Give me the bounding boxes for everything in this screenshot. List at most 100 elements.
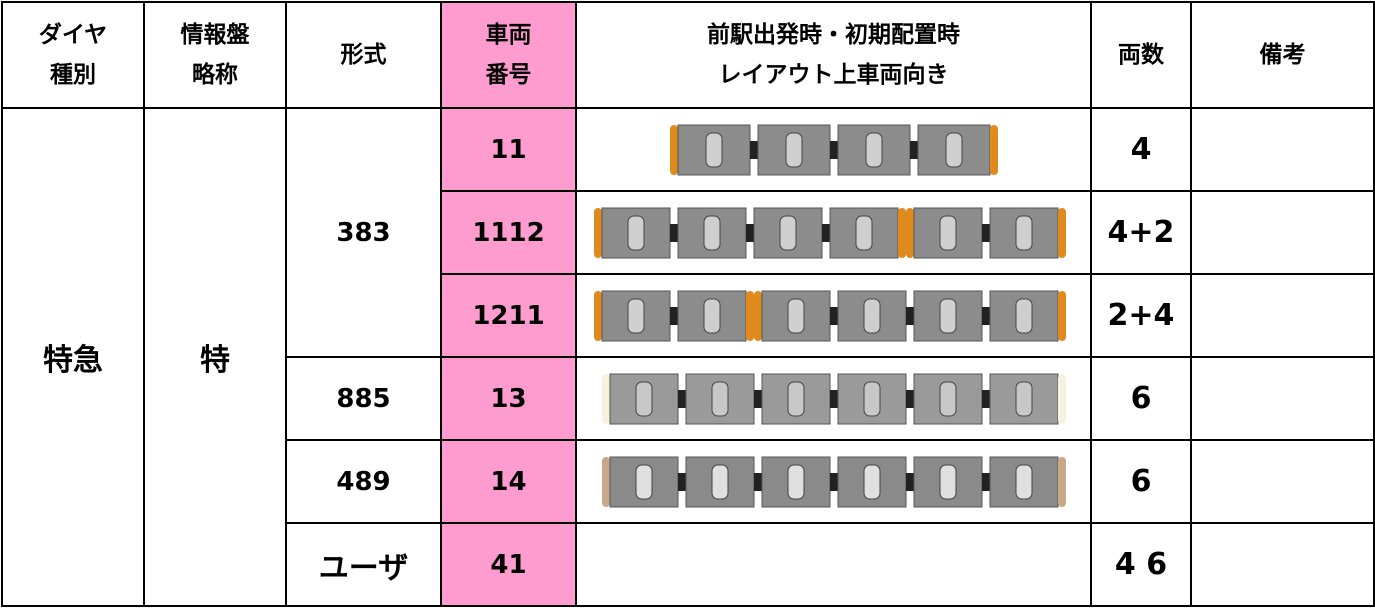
row: 1211 2+4 xyxy=(2,273,1375,358)
layout-image xyxy=(575,522,1092,607)
car-window xyxy=(705,132,722,167)
model: ユーザ xyxy=(285,522,442,607)
car-window xyxy=(703,298,720,333)
car-window xyxy=(627,215,644,250)
car-window xyxy=(787,298,804,333)
coupler xyxy=(905,389,914,408)
header-cell: 形式 xyxy=(285,1,442,109)
car-window xyxy=(939,215,956,250)
coupler xyxy=(745,223,754,242)
coupler xyxy=(829,306,838,325)
coupler xyxy=(829,389,838,408)
layout-image xyxy=(575,190,1092,275)
remarks xyxy=(1190,356,1375,441)
remarks xyxy=(1190,439,1375,524)
coupler xyxy=(677,389,686,408)
coupler xyxy=(753,472,762,491)
coupler xyxy=(829,140,838,159)
header-text: 形式 xyxy=(340,42,387,68)
car-count: 6 xyxy=(1090,439,1192,524)
header-text: 車両 xyxy=(485,22,532,48)
model: 885 xyxy=(285,356,442,441)
car-window xyxy=(863,298,880,333)
train-image xyxy=(601,373,1066,424)
model: 383 xyxy=(285,107,442,358)
coupler xyxy=(829,472,838,491)
car-number: 1211 xyxy=(440,273,577,358)
header-text: 備考 xyxy=(1259,42,1306,68)
header-cell: 車両 番号 xyxy=(440,1,577,109)
row: 特急 特 383 11 4 xyxy=(1,107,1375,607)
car-window xyxy=(939,298,956,333)
car-window xyxy=(627,298,644,333)
car-window xyxy=(863,464,880,499)
row: 489 14 6 xyxy=(2,439,1375,524)
remarks xyxy=(1190,522,1375,607)
car-window xyxy=(939,464,956,499)
coupler xyxy=(981,306,990,325)
header-text: 情報盤 xyxy=(180,22,250,48)
row: 1112 4+2 xyxy=(2,190,1375,275)
header-cell: 情報盤 略称 xyxy=(143,1,287,109)
train-end xyxy=(601,456,610,507)
car-number: 41 xyxy=(440,522,577,607)
car-window xyxy=(635,381,652,416)
train-end xyxy=(1057,207,1066,258)
train-image xyxy=(669,124,998,175)
car-number: 13 xyxy=(440,356,577,441)
header-text: レイアウト上車両向き xyxy=(718,62,949,88)
car-number: 11 xyxy=(440,107,577,192)
train-end xyxy=(593,207,602,258)
model: 489 xyxy=(285,439,442,524)
car-window xyxy=(703,215,720,250)
layout-image xyxy=(575,273,1092,358)
train-end xyxy=(753,290,762,341)
train-end xyxy=(905,207,914,258)
car-window xyxy=(785,132,802,167)
car-window xyxy=(855,215,872,250)
train-end xyxy=(1057,456,1066,507)
car-window xyxy=(945,132,962,167)
header-cell: 備考 xyxy=(1190,1,1375,109)
header-text: ダイヤ xyxy=(38,22,108,48)
coupler xyxy=(669,223,678,242)
car-window xyxy=(863,381,880,416)
car-window xyxy=(1015,464,1032,499)
car-window xyxy=(865,132,882,167)
coupler xyxy=(981,223,990,242)
header-cell: ダイヤ 種別 xyxy=(1,1,145,109)
row: 885 13 6 xyxy=(2,356,1375,441)
car-window xyxy=(1015,298,1032,333)
header-text: 種別 xyxy=(50,62,96,88)
coupler xyxy=(909,140,918,159)
car-window xyxy=(1015,215,1032,250)
train-end xyxy=(601,373,610,424)
train-end xyxy=(745,290,754,341)
train-end xyxy=(1057,290,1066,341)
coupler xyxy=(981,472,990,491)
coupler xyxy=(821,223,830,242)
row: ユーザ 41 4 6 xyxy=(2,522,1375,607)
remarks xyxy=(1190,190,1375,275)
coupler xyxy=(981,389,990,408)
layout-image xyxy=(575,356,1092,441)
train-image xyxy=(593,290,1066,341)
coupler xyxy=(669,306,678,325)
train-end xyxy=(593,290,602,341)
coupler xyxy=(753,389,762,408)
car-window xyxy=(711,381,728,416)
coupler xyxy=(749,140,758,159)
car-number: 1112 xyxy=(440,190,577,275)
car-window xyxy=(779,215,796,250)
coupler xyxy=(905,472,914,491)
header-text: 前駅出発時・初期配置時 xyxy=(707,22,960,48)
car-window xyxy=(939,381,956,416)
header-row: ダイヤ種別 情報盤 略称 形式 車両 番号 前駅出発時・初期配置時 レイアウト上車両向… xyxy=(1,1,1375,109)
layout-image xyxy=(575,439,1092,524)
train-image xyxy=(601,456,1066,507)
train-image xyxy=(593,207,1066,258)
car-count: 6 xyxy=(1090,356,1192,441)
car-number: 14 xyxy=(440,439,577,524)
car-window xyxy=(635,464,652,499)
